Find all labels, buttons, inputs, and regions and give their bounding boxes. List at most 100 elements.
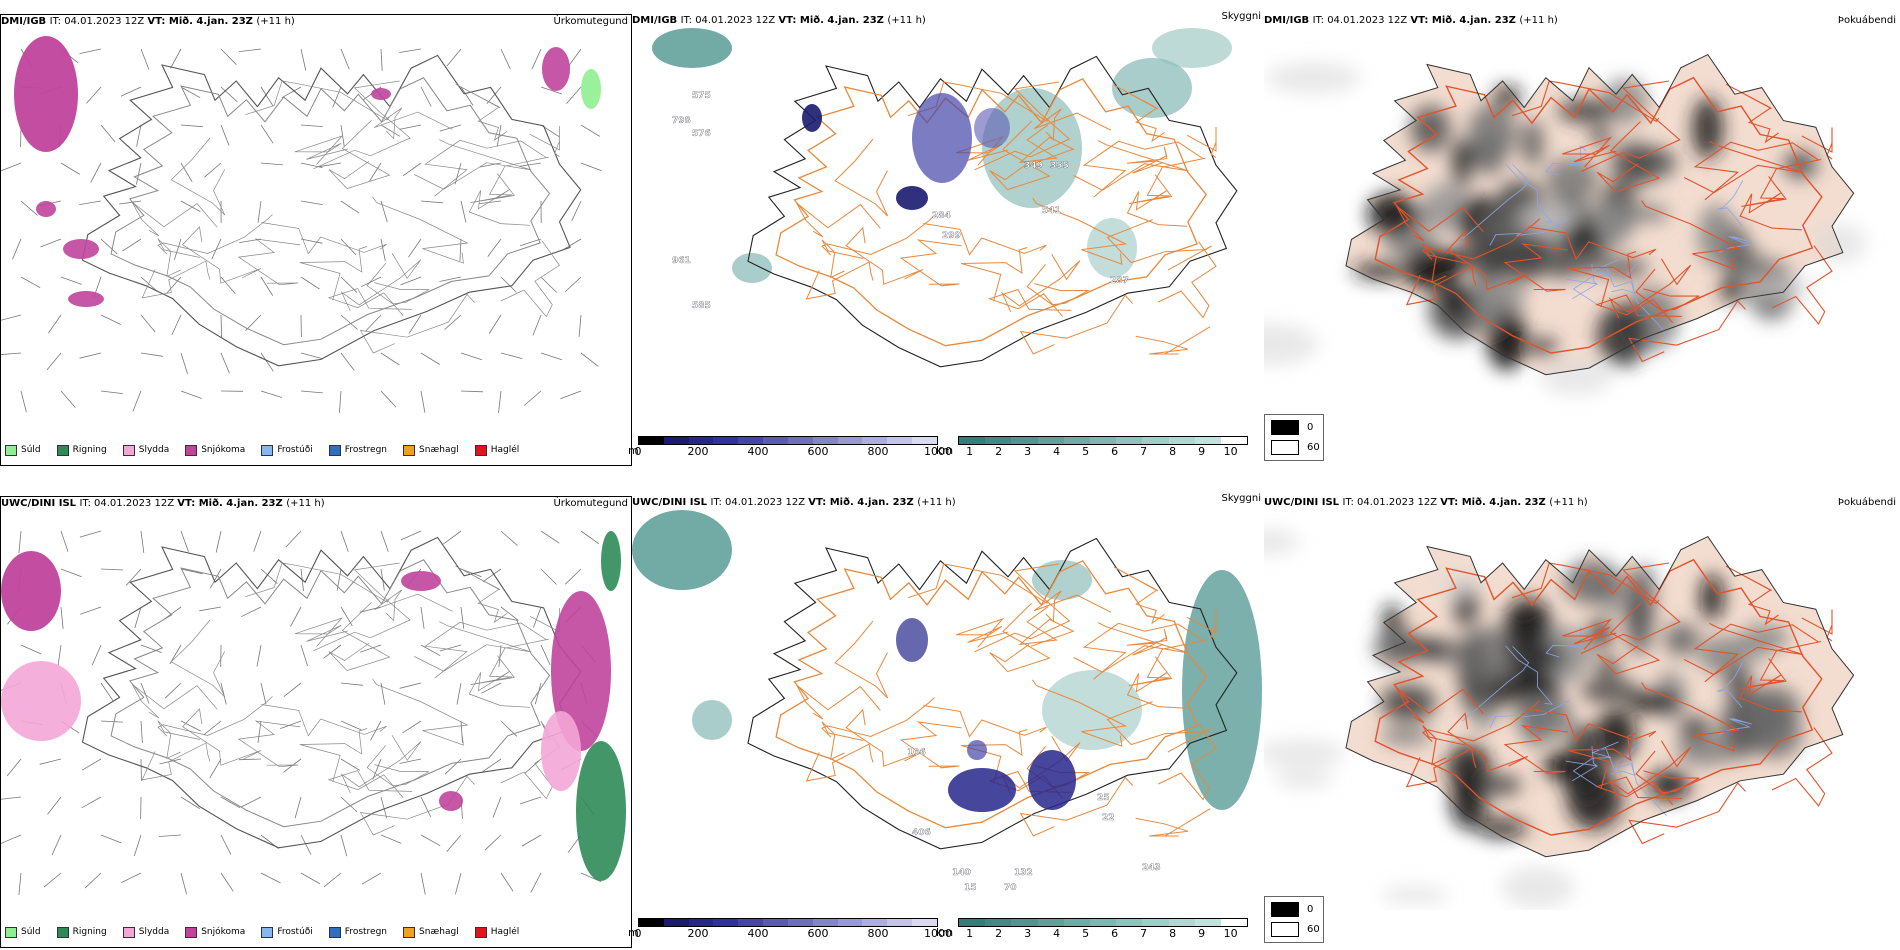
river xyxy=(1505,645,1554,705)
road xyxy=(1128,157,1206,205)
road xyxy=(170,137,226,216)
wind-barb xyxy=(455,872,462,895)
wind-barb xyxy=(199,606,222,612)
wind-barb xyxy=(492,796,502,818)
low-visibility xyxy=(652,28,732,68)
wind-barb xyxy=(340,352,355,371)
rain-area xyxy=(601,531,621,591)
fog-index-area xyxy=(1472,709,1493,732)
colorbar-cell xyxy=(1194,437,1221,444)
colorbar-tick: 400 xyxy=(747,445,769,458)
wind-barb xyxy=(57,644,62,667)
colorbar-cell xyxy=(763,919,788,926)
legend-swatch xyxy=(328,926,341,938)
wind-barb xyxy=(380,124,401,137)
road xyxy=(157,696,273,737)
wind-barb xyxy=(300,162,323,168)
wind-barb xyxy=(1,796,22,800)
wind-barb xyxy=(488,314,502,334)
road xyxy=(1595,294,1682,324)
wind-barb xyxy=(519,796,542,805)
wind-barb xyxy=(170,48,182,69)
legend-item: Slydda xyxy=(122,926,169,938)
legend-swatch xyxy=(185,444,198,456)
wind-barb xyxy=(340,606,353,627)
wind-barb xyxy=(486,86,502,105)
wind-barb xyxy=(534,682,542,705)
cloud-base-label: 70 xyxy=(1004,883,1017,893)
visibility-colorbar: 1 2 3 4 5 6 7 8 9 10 km xyxy=(936,918,1248,941)
snow-area xyxy=(68,291,104,307)
wind-barb xyxy=(100,834,122,844)
fog-index-area xyxy=(1515,693,1573,742)
wind-barb xyxy=(245,314,262,331)
lead-time: (+11 h) xyxy=(286,498,325,509)
visibility-map: 106 406 140 132 70 15 243 25 22 xyxy=(632,510,1262,893)
wind-barb xyxy=(446,48,462,67)
colorbar-tick: 600 xyxy=(807,927,829,940)
wind-barb xyxy=(323,872,342,888)
wind-barb xyxy=(60,568,82,578)
cloud-base-label: 15 xyxy=(964,883,977,893)
wind-barb xyxy=(380,530,389,552)
wind-barb xyxy=(239,48,262,52)
legend-item: Snjókoma xyxy=(185,444,245,456)
visibility-areas xyxy=(632,510,1262,810)
wind-barb xyxy=(400,530,422,541)
road-network xyxy=(110,559,560,836)
wind-barb xyxy=(443,530,462,545)
sea-fog xyxy=(1814,223,1866,264)
road xyxy=(961,729,1028,784)
visibility-ticks: 1 2 3 4 5 6 7 8 9 10 xyxy=(958,927,1248,941)
colorbar-cell xyxy=(787,437,813,444)
colorbar-tick: 2 xyxy=(995,445,1003,458)
colorbar-cell xyxy=(985,437,1012,444)
road xyxy=(974,81,1071,171)
legend-item: Súld xyxy=(5,444,41,456)
low-visibility xyxy=(1112,58,1192,118)
wind-barb xyxy=(140,720,143,744)
wind-barb xyxy=(460,86,474,106)
road xyxy=(141,742,211,781)
road xyxy=(529,126,560,157)
fog-index-area xyxy=(1600,258,1648,277)
road xyxy=(1683,140,1804,194)
road xyxy=(455,83,508,141)
fog-index-area xyxy=(1698,636,1749,674)
fog-legend-label: 0 xyxy=(1307,904,1314,915)
iceland-coastline xyxy=(81,536,582,849)
wind-barb xyxy=(524,758,542,774)
cloud-base-label: 406 xyxy=(912,828,931,838)
road xyxy=(470,638,549,685)
legend-swatch xyxy=(328,444,341,456)
river xyxy=(1717,662,1744,708)
fog-index-area xyxy=(1783,151,1818,179)
wind-barb xyxy=(567,48,582,68)
cloud-base-label: 355 xyxy=(1050,161,1069,171)
road xyxy=(1511,80,1660,123)
fog-index-area xyxy=(1367,192,1417,236)
road xyxy=(1019,294,1134,355)
wind-barb xyxy=(80,606,102,615)
road xyxy=(834,620,889,699)
wind-barb xyxy=(90,162,102,183)
wind-barb xyxy=(444,758,462,775)
wind-barb xyxy=(460,606,465,629)
wind-barb xyxy=(359,606,382,613)
wind-barb xyxy=(220,86,238,103)
wind-barb xyxy=(260,352,274,372)
wind-barb xyxy=(566,86,582,104)
road xyxy=(313,80,411,170)
colorbar-tick: 10 xyxy=(1223,927,1238,940)
wind-barb xyxy=(260,682,267,705)
river xyxy=(1610,261,1640,294)
model-name: UWC/DINI ISL xyxy=(1,498,80,509)
road xyxy=(1186,609,1217,641)
wind-barb xyxy=(119,200,142,205)
lead-time: (+11 h) xyxy=(1519,15,1558,26)
wind-barb xyxy=(498,390,502,413)
wind-barb xyxy=(81,758,102,771)
wind-barb xyxy=(260,162,283,166)
wind-barb xyxy=(580,124,601,137)
wind-barb xyxy=(122,238,142,252)
